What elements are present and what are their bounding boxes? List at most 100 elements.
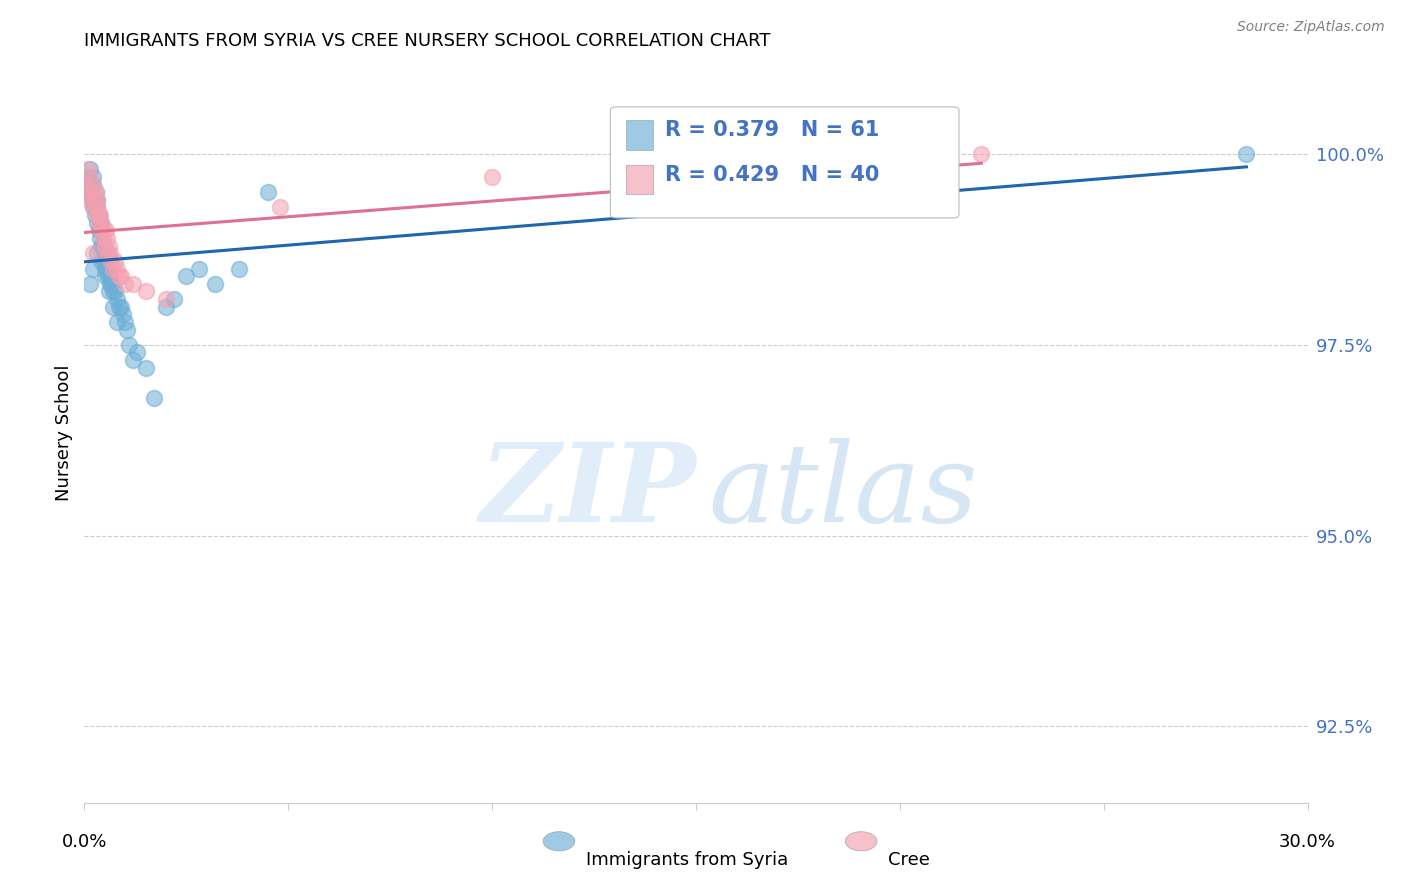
- Point: [79, 162, 101, 177]
- Point: [104, 285, 127, 299]
- Point: [76, 185, 98, 199]
- Point: [84, 185, 107, 199]
- Point: [481, 169, 503, 184]
- Point: [118, 338, 141, 352]
- Point: [155, 300, 177, 314]
- Point: [135, 285, 157, 299]
- FancyBboxPatch shape: [626, 165, 654, 194]
- Point: [86, 201, 108, 215]
- Point: [82, 261, 104, 276]
- Circle shape: [845, 831, 877, 851]
- Point: [163, 292, 186, 306]
- Point: [97, 238, 120, 252]
- Point: [93, 223, 115, 237]
- Point: [93, 269, 115, 284]
- Point: [80, 185, 103, 199]
- Text: Source: ZipAtlas.com: Source: ZipAtlas.com: [1237, 20, 1385, 34]
- Text: 0.0%: 0.0%: [62, 833, 107, 851]
- Point: [96, 261, 118, 276]
- Point: [75, 185, 97, 199]
- Point: [91, 238, 114, 252]
- Point: [101, 285, 124, 299]
- Point: [93, 261, 115, 276]
- Point: [90, 223, 112, 237]
- Text: R = 0.379   N = 61: R = 0.379 N = 61: [665, 120, 880, 140]
- Point: [77, 162, 100, 177]
- Point: [94, 223, 117, 237]
- Text: Cree: Cree: [889, 851, 929, 869]
- Point: [89, 208, 111, 222]
- Text: Immigrants from Syria: Immigrants from Syria: [586, 851, 789, 869]
- Point: [82, 178, 104, 192]
- Point: [90, 223, 112, 237]
- Point: [100, 277, 122, 291]
- Point: [101, 300, 124, 314]
- Point: [86, 201, 108, 215]
- Point: [82, 246, 104, 260]
- Point: [87, 208, 110, 222]
- Point: [155, 292, 177, 306]
- Point: [79, 185, 101, 199]
- Point: [87, 216, 110, 230]
- Point: [97, 269, 120, 284]
- Point: [86, 216, 108, 230]
- Point: [87, 223, 110, 237]
- Point: [1236, 147, 1258, 161]
- Point: [91, 231, 114, 245]
- Point: [83, 193, 105, 207]
- Point: [93, 253, 115, 268]
- Y-axis label: Nursery School: Nursery School: [55, 364, 73, 501]
- Point: [108, 269, 131, 284]
- Text: atlas: atlas: [709, 438, 977, 546]
- Point: [105, 292, 128, 306]
- Point: [98, 277, 121, 291]
- Point: [89, 231, 111, 245]
- Point: [82, 201, 104, 215]
- Point: [114, 315, 136, 329]
- Point: [110, 300, 132, 314]
- Point: [100, 253, 122, 268]
- Point: [87, 208, 110, 222]
- Point: [93, 246, 115, 260]
- Point: [83, 193, 105, 207]
- Point: [82, 178, 104, 192]
- Point: [77, 185, 100, 199]
- Point: [97, 269, 120, 284]
- Point: [112, 307, 135, 321]
- Point: [97, 246, 120, 260]
- Point: [79, 277, 101, 291]
- Point: [90, 238, 112, 252]
- Point: [970, 147, 993, 161]
- Text: IMMIGRANTS FROM SYRIA VS CREE NURSERY SCHOOL CORRELATION CHART: IMMIGRANTS FROM SYRIA VS CREE NURSERY SC…: [84, 32, 770, 50]
- Point: [79, 169, 101, 184]
- Point: [97, 285, 120, 299]
- Point: [90, 216, 112, 230]
- Point: [135, 360, 157, 375]
- Point: [228, 261, 250, 276]
- Point: [115, 322, 138, 336]
- Point: [685, 147, 707, 161]
- Point: [101, 261, 124, 276]
- Point: [80, 193, 103, 207]
- Text: 30.0%: 30.0%: [1279, 833, 1336, 851]
- Point: [86, 208, 108, 222]
- Circle shape: [543, 831, 575, 851]
- Point: [77, 178, 100, 192]
- Text: ZIP: ZIP: [479, 438, 696, 546]
- Point: [187, 261, 209, 276]
- Point: [257, 185, 280, 199]
- Point: [93, 238, 115, 252]
- Point: [269, 201, 291, 215]
- FancyBboxPatch shape: [626, 120, 654, 150]
- Point: [142, 391, 165, 405]
- Point: [86, 246, 108, 260]
- Point: [122, 353, 145, 368]
- Point: [108, 300, 131, 314]
- Point: [104, 253, 127, 268]
- Point: [96, 231, 118, 245]
- Point: [86, 193, 108, 207]
- Point: [82, 169, 104, 184]
- Point: [90, 253, 112, 268]
- Point: [76, 169, 98, 184]
- Point: [98, 246, 121, 260]
